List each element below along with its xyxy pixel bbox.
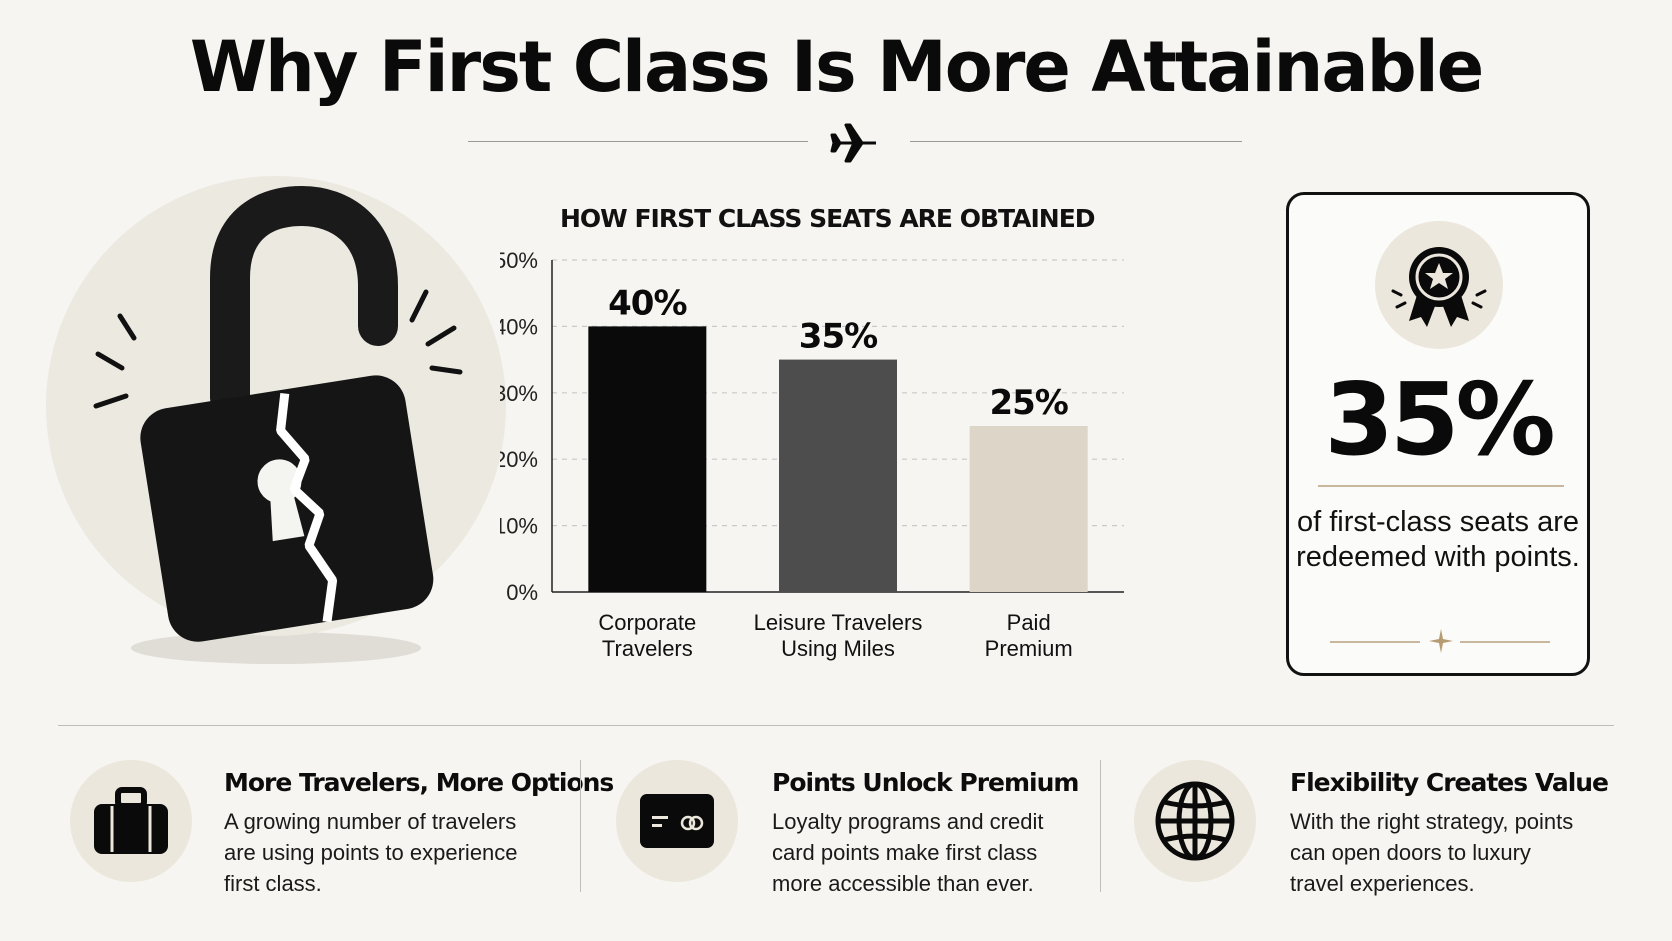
sparkle-icon <box>1429 629 1453 653</box>
stat-value: 35% <box>1324 361 1555 478</box>
feature-description: Loyalty programs and credit card points … <box>772 809 1044 896</box>
x-tick-label: Using Miles <box>781 636 895 661</box>
y-tick-label: 10% <box>500 514 538 539</box>
feature-description: A growing number of travelers are using … <box>224 809 518 896</box>
feature-divider <box>1100 760 1101 892</box>
feature-title: More Travelers, More Options <box>224 768 614 797</box>
stat-card <box>1286 192 1590 676</box>
suitcase-icon <box>94 787 168 854</box>
page-title: Why First Class Is More Attainable <box>189 26 1484 108</box>
feature-title: Points Unlock Premium <box>772 768 1079 797</box>
y-tick-label: 20% <box>500 447 538 472</box>
airplane-icon <box>830 123 876 163</box>
ornament-line-right <box>1460 641 1550 643</box>
credit-card-icon <box>640 794 714 848</box>
x-tick-label: Leisure Travelers <box>754 610 923 635</box>
title-divider-right <box>910 141 1242 142</box>
feature-divider <box>580 760 581 892</box>
bar <box>969 426 1088 592</box>
data-label: 25% <box>989 383 1067 423</box>
feature-description: With the right strategy, points can open… <box>1290 809 1574 896</box>
stat-description: of first-class seats are redeemed with p… <box>1296 506 1580 573</box>
feature-title: Flexibility Creates Value <box>1290 768 1609 797</box>
data-label: 35% <box>799 317 877 357</box>
y-tick-label: 40% <box>500 314 538 339</box>
bar <box>779 359 897 592</box>
award-medal-icon <box>1391 247 1487 327</box>
y-tick-label: 50% <box>500 250 538 273</box>
chart-title: HOW FIRST CLASS SEATS ARE OBTAINED <box>560 204 1096 233</box>
stat-divider <box>1318 485 1564 487</box>
x-tick-label: Premium <box>985 636 1073 661</box>
x-tick-label: Corporate <box>598 610 696 635</box>
y-tick-label: 0% <box>506 580 538 605</box>
bar <box>588 326 707 592</box>
y-tick-label: 30% <box>500 381 538 406</box>
title-divider-left <box>468 141 808 142</box>
globe-icon <box>1155 781 1235 861</box>
x-tick-label: Paid <box>1007 610 1051 635</box>
ornament-line-left <box>1330 641 1420 643</box>
section-divider <box>58 725 1614 726</box>
broken-padlock-icon <box>46 176 506 664</box>
x-tick-label: Travelers <box>602 636 693 661</box>
data-label: 40% <box>608 283 686 323</box>
